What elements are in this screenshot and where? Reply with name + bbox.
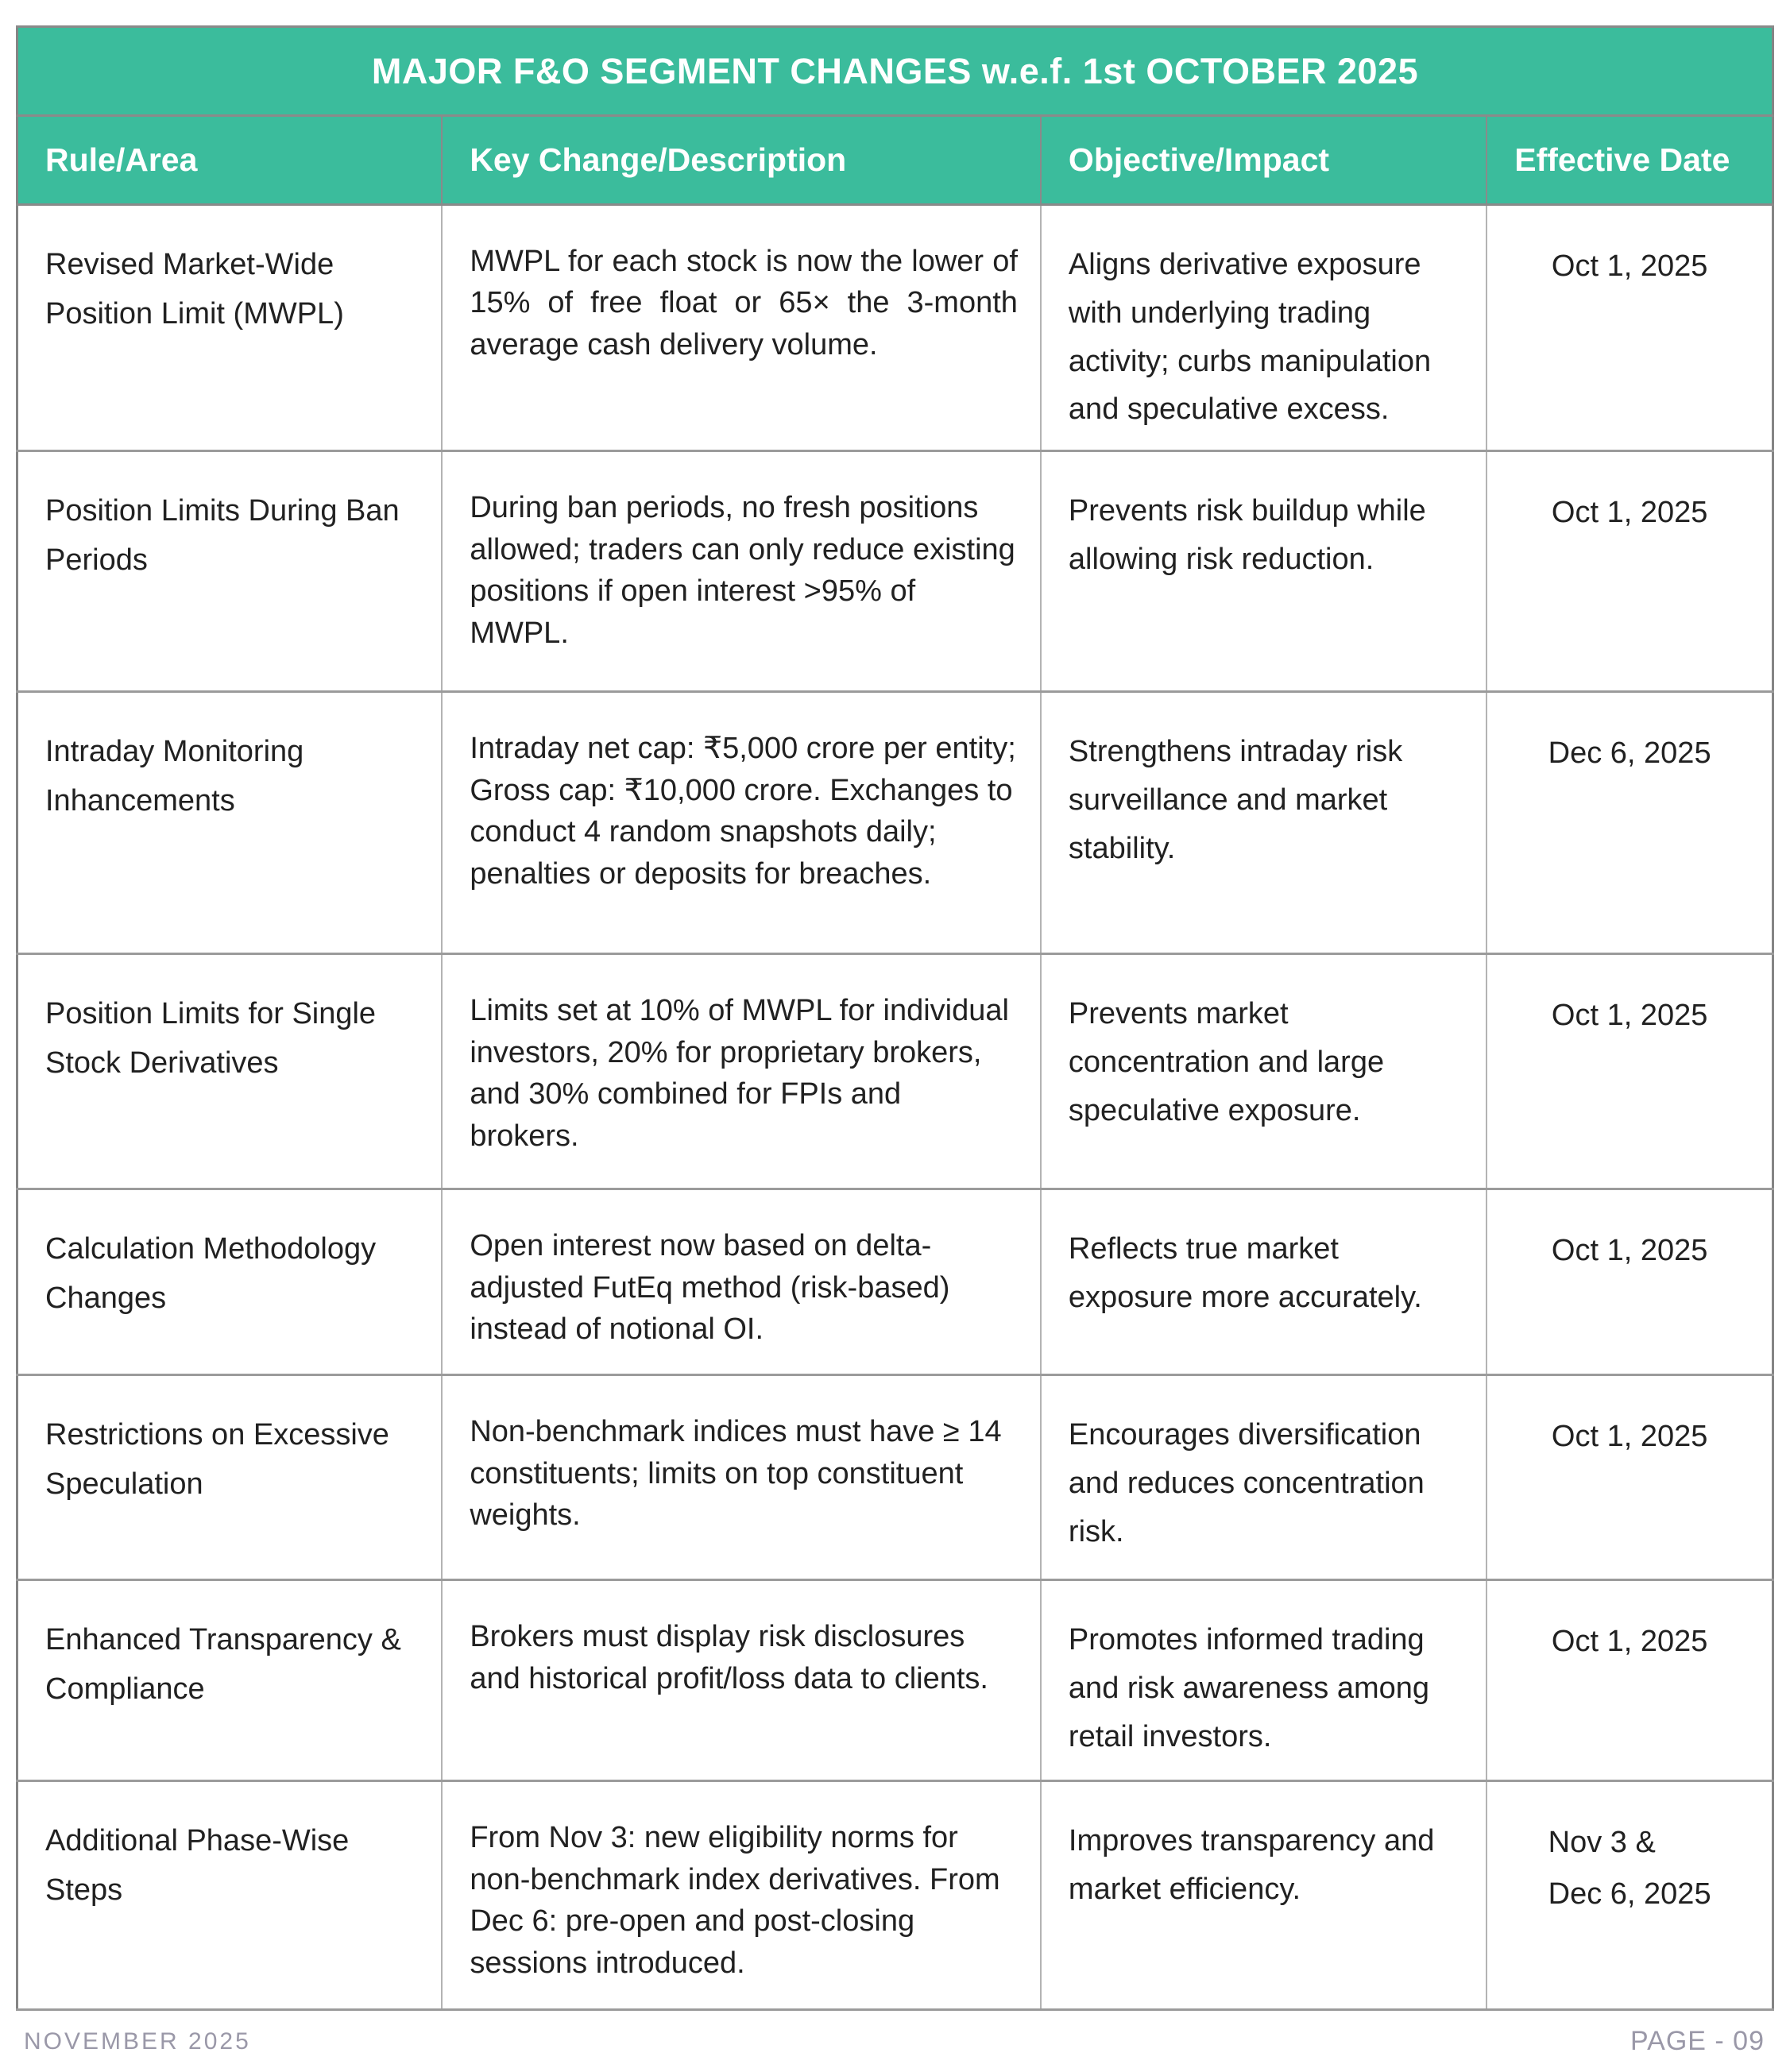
rule-cell: Revised Market-Wide Position Limit (MWPL…: [16, 203, 443, 453]
footer-month-label: NOVEMBER 2025: [24, 2028, 251, 2055]
date-cell: Oct 1, 2025: [1486, 450, 1774, 694]
impact-cell: Encourages diversification and reduces c…: [1039, 1374, 1488, 1582]
change-cell: Non-benchmark indices must have ≥ 14 con…: [441, 1374, 1042, 1582]
date-cell: Oct 1, 2025: [1486, 953, 1774, 1191]
date-cell: Oct 1, 2025: [1486, 1374, 1774, 1582]
date-text: Dec 6, 2025: [1548, 736, 1711, 771]
date-cell: Dec 6, 2025: [1486, 690, 1774, 956]
date-cell: Oct 1, 2025: [1486, 1579, 1774, 1783]
rule-cell: Enhanced Transparency & Compliance: [16, 1579, 443, 1783]
column-header-effective-date: Effective Date: [1486, 114, 1774, 206]
rule-cell: Additional Phase-Wise Steps: [16, 1780, 443, 2012]
date-cell: Oct 1, 2025: [1486, 203, 1774, 453]
impact-cell: Aligns derivative exposure with underlyi…: [1039, 203, 1488, 453]
column-header-objective: Objective/Impact: [1039, 114, 1488, 206]
rule-cell: Calculation Methodology Changes: [16, 1188, 443, 1377]
change-cell: MWPL for each stock is now the lower of …: [441, 203, 1042, 453]
impact-cell: Prevents market concentration and large …: [1039, 953, 1488, 1191]
table-title: MAJOR F&O SEGMENT CHANGES w.e.f. 1st OCT…: [16, 25, 1774, 117]
impact-cell: Improves transparency and market efficie…: [1039, 1780, 1488, 2012]
table-row: Calculation Methodology Changes Open int…: [16, 1188, 1774, 1377]
date-text: Oct 1, 2025: [1551, 1234, 1708, 1268]
table-row: Revised Market-Wide Position Limit (MWPL…: [16, 203, 1774, 453]
date-text: Oct 1, 2025: [1551, 1625, 1708, 1659]
change-cell: Brokers must display risk disclosures an…: [441, 1579, 1042, 1783]
table-row: Additional Phase-Wise Steps From Nov 3: …: [16, 1780, 1774, 2012]
rule-cell: Position Limits for Single Stock Derivat…: [16, 953, 443, 1191]
change-cell: From Nov 3: new eligibility norms for no…: [441, 1780, 1042, 2012]
date-text: Oct 1, 2025: [1551, 496, 1708, 530]
date-cell: Oct 1, 2025: [1486, 1188, 1774, 1377]
change-cell: During ban periods, no fresh positions a…: [441, 450, 1042, 694]
date-cell: Nov 3 & Dec 6, 2025: [1486, 1780, 1774, 2012]
impact-cell: Reflects true market exposure more accur…: [1039, 1188, 1488, 1377]
table-row: Enhanced Transparency & Compliance Broke…: [16, 1579, 1774, 1783]
change-cell: Intraday net cap: ₹5,000 crore per entit…: [441, 690, 1042, 956]
table-row: Position Limits for Single Stock Derivat…: [16, 953, 1774, 1191]
footer-page-number: PAGE - 09: [1630, 2026, 1765, 2056]
change-cell: Limits set at 10% of MWPL for individual…: [441, 953, 1042, 1191]
rule-cell: Position Limits During Ban Periods: [16, 450, 443, 694]
column-header-key-change: Key Change/Description: [441, 114, 1042, 206]
date-text: Oct 1, 2025: [1551, 249, 1708, 283]
rule-cell: Restrictions on Excessive Speculation: [16, 1374, 443, 1582]
date-text: Oct 1, 2025: [1551, 999, 1708, 1033]
table-row: Position Limits During Ban Periods Durin…: [16, 450, 1774, 694]
rule-cell: Intraday Monitoring Inhancements: [16, 690, 443, 956]
table-row: Restrictions on Excessive Speculation No…: [16, 1374, 1774, 1582]
impact-cell: Prevents risk buildup while allowing ris…: [1039, 450, 1488, 694]
column-header-rule-area: Rule/Area: [16, 114, 443, 206]
date-text: Oct 1, 2025: [1551, 1420, 1708, 1454]
table-header-row: Rule/Area Key Change/Description Objecti…: [16, 114, 1774, 206]
impact-cell: Strengthens intraday risk surveillance a…: [1039, 690, 1488, 956]
table-row: Intraday Monitoring Inhancements Intrada…: [16, 690, 1774, 956]
fno-changes-table: MAJOR F&O SEGMENT CHANGES w.e.f. 1st OCT…: [16, 25, 1774, 2012]
change-cell: Open interest now based on delta-adjuste…: [441, 1188, 1042, 1377]
impact-cell: Promotes informed trading and risk aware…: [1039, 1579, 1488, 1783]
date-text: Nov 3 & Dec 6, 2025: [1548, 1826, 1711, 1911]
table-title-row: MAJOR F&O SEGMENT CHANGES w.e.f. 1st OCT…: [16, 25, 1774, 117]
